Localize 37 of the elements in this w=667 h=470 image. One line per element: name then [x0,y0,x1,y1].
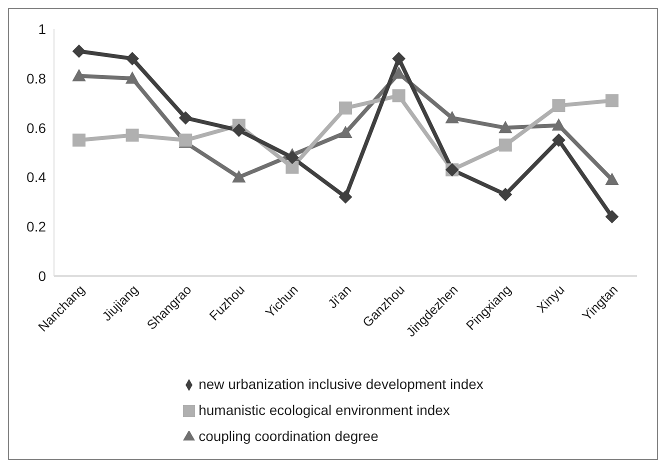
point [552,99,566,112]
point [392,66,406,79]
point [446,111,459,124]
point [72,69,86,82]
point [126,52,139,66]
point [498,121,512,134]
y-tick-label: 0.4 [26,169,46,186]
y-tick-label: 0 [38,268,46,284]
y-tick-label: 0.8 [26,70,46,86]
x-tick-label: Ji'an [324,282,354,312]
point [498,138,512,152]
y-tick-label: 0.2 [26,218,46,235]
legend-label: coupling coordination degree [198,428,378,444]
point [498,188,512,201]
point [606,94,618,108]
point [552,134,566,147]
point [339,190,352,204]
point [339,126,352,138]
point [286,150,299,164]
point [126,128,139,142]
legend-label: new urbanization inclusive development index [198,376,484,392]
point [392,52,406,66]
point [179,111,192,124]
point [72,134,86,147]
point [339,102,352,115]
y-tick-label: 1 [38,20,46,37]
legend-label: humanistic ecological environment index [198,402,450,418]
point [126,72,139,84]
point [606,173,618,185]
point [286,160,299,174]
point [232,170,246,182]
point [232,124,246,137]
point [72,44,86,58]
point [392,89,406,102]
point [606,210,618,224]
point [552,118,566,131]
y-tick-label: 0.6 [26,120,46,136]
